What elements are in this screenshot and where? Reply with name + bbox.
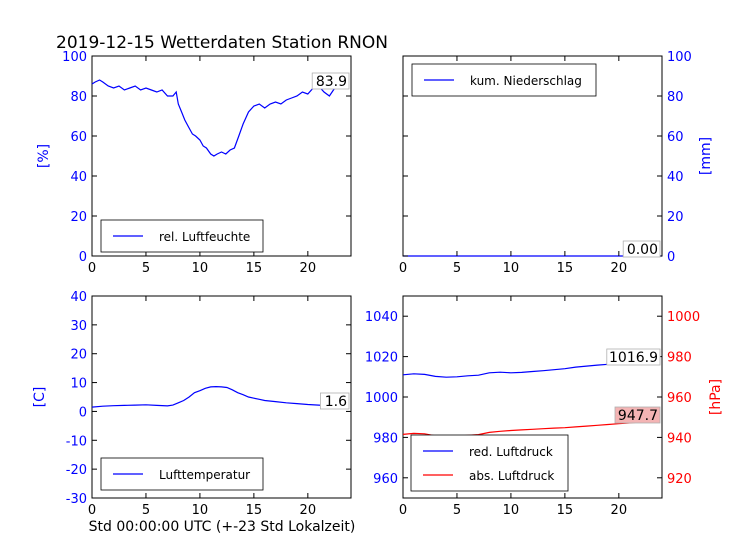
x-tick-label: 5 [142,503,150,518]
y-axis-label: [C] [32,387,48,408]
legend-label: rel. Luftfeuchte [159,230,250,244]
y-tick-label: 20 [70,210,87,225]
y-tick-label: 960 [667,391,692,406]
current-value-box [614,406,661,424]
y-tick-label: 0 [79,405,87,420]
y-tick-label: -10 [66,434,87,449]
y-axis-label: [%] [36,144,52,168]
pressure-panel: 0 5 10 15 20 960 980 1000 1020 1040 920 940 960 980 10… [365,295,724,518]
y-tick-label: 0 [667,250,675,265]
x-tick-label: 5 [453,503,461,518]
legend-box [410,434,569,492]
precipitation-panel: 0 5 10 15 20 0 20 40 60 80 100 [mm] 0.00 kum. Nieders… [399,50,714,276]
y-axis-label: [mm] [698,137,714,175]
legend-label: red. Luftdruck [469,445,553,459]
y-tick-label: 40 [667,170,684,185]
y-tick-label: 40 [70,170,87,185]
x-axis-label: Std 00:00:00 UTC (+-23 Std Lokalzeit) [89,519,356,535]
y-tick-label: 1000 [365,391,398,406]
legend-label: Lufttemperatur [159,468,250,482]
y-tick-label: 20 [667,210,684,225]
y-tick-label: 20 [70,348,87,363]
current-value-box [319,392,350,410]
current-value-box [622,240,661,258]
y-tick-label: 80 [70,90,87,105]
x-tick-label: 15 [557,503,574,518]
y-tick-label: 940 [667,431,692,446]
y-tick-label: -20 [66,463,87,478]
y-tick-label: 1040 [365,310,398,325]
x-tick-label: 15 [246,261,263,276]
y-tick-label: 100 [667,50,692,65]
x-tick-label: 20 [300,261,317,276]
x-tick-label: 0 [399,261,407,276]
x-tick-label: 0 [88,503,96,518]
current-value-label: 83.9 [316,74,347,90]
x-tick-label: 15 [557,261,574,276]
y-axis-label: [hPa] [708,379,724,415]
y-tick-label: 40 [70,290,87,305]
humidity-panel: 0 5 10 15 20 0 20 40 60 80 100 [%] 83.9 rel. Luftfeuc… [36,50,352,276]
x-tick-label: 10 [503,261,520,276]
figure-title: 2019-12-15 Wetterdaten Station RNON [56,33,388,53]
x-tick-label: 20 [611,503,628,518]
x-tick-label: 0 [88,261,96,276]
y-tick-label: 1020 [365,351,398,366]
y-tick-label: 100 [62,50,87,65]
temperature-panel: 0 5 10 15 20 -30 -20 -10 0 10 20 30 40 [C] 1.6 Lufttemp… [32,290,352,518]
series-line [402,421,646,438]
plot-frame [91,295,352,499]
current-value-label: 1.6 [325,394,347,410]
y-tick-label: 0 [79,250,87,265]
current-value-box [606,348,661,366]
y-tick-label: 960 [373,472,398,487]
y-tick-label: 10 [70,377,87,392]
y-tick-label: 30 [70,319,87,334]
x-tick-label: 10 [503,503,520,518]
y-tick-label: 920 [667,472,692,487]
plot-frame [91,55,352,257]
x-tick-label: 10 [192,261,209,276]
current-value-box [311,72,350,90]
current-value-label: 0.00 [627,242,658,258]
legend-label: kum. Niederschlag [470,74,582,88]
y-tick-label: 60 [667,130,684,145]
x-tick-label: 20 [300,503,317,518]
current-value-label: 947.7 [618,408,658,424]
current-value-label: 1016.9 [609,350,658,366]
y-tick-label: 1000 [667,310,700,325]
y-tick-label: -30 [66,492,87,507]
y-tick-label: 80 [667,90,684,105]
series-line [91,385,335,408]
y-tick-label: 980 [667,351,692,366]
x-tick-label: 0 [399,503,407,518]
x-tick-label: 10 [192,503,209,518]
x-tick-label: 20 [611,261,628,276]
x-tick-label: 15 [246,503,263,518]
y-tick-label: 980 [373,431,398,446]
series-line [91,79,336,157]
x-tick-label: 5 [453,261,461,276]
y-tick-label: 60 [70,130,87,145]
x-tick-label: 5 [142,261,150,276]
legend-label: abs. Luftdruck [469,469,554,483]
